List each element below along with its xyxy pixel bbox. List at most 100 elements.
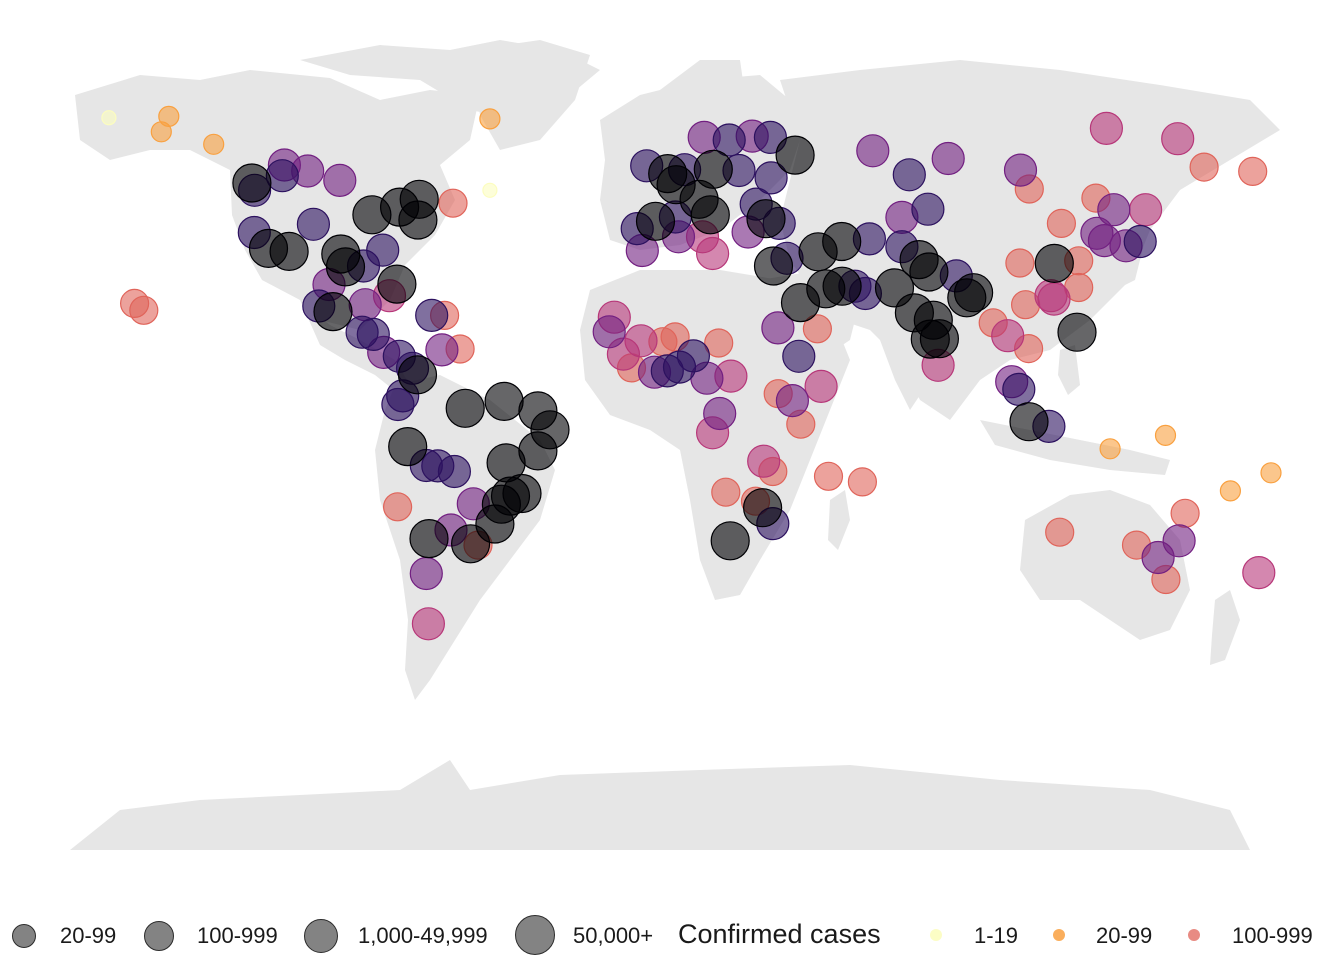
case-point — [1057, 312, 1097, 352]
land-madagascar — [828, 490, 850, 550]
size-swatch-xlarge — [515, 915, 555, 955]
case-point — [313, 292, 353, 332]
case-point — [398, 200, 438, 240]
case-point — [746, 199, 786, 239]
case-point — [409, 556, 443, 591]
case-point — [747, 444, 781, 478]
legend-color-label: 20-99 — [1096, 923, 1153, 948]
case-point — [445, 388, 485, 428]
color-swatch-20-99 — [1053, 929, 1065, 941]
case-point — [953, 273, 994, 313]
color-swatch-1-19 — [930, 929, 942, 941]
case-point — [913, 300, 953, 340]
case-point — [1141, 540, 1175, 575]
points-layer — [101, 105, 1282, 641]
case-point — [1034, 243, 1074, 283]
case-point — [1260, 462, 1282, 484]
case-point — [662, 350, 697, 384]
legend-color-title: Confirmed cases — [678, 919, 881, 949]
case-point — [425, 333, 459, 367]
case-point — [775, 135, 815, 175]
case-point — [438, 188, 468, 218]
case-point — [482, 182, 498, 198]
case-point — [804, 369, 838, 403]
case-point — [437, 454, 471, 489]
color-swatch-100-999 — [1188, 929, 1200, 941]
case-point — [710, 521, 750, 561]
case-point — [411, 607, 445, 641]
case-point — [415, 298, 449, 332]
case-point — [1123, 224, 1157, 259]
map-canvas — [70, 40, 1282, 850]
case-point — [780, 283, 821, 323]
case-point — [1045, 517, 1075, 547]
case-point — [911, 192, 945, 226]
legend-size-label: 100-999 — [197, 923, 278, 948]
case-point — [802, 314, 833, 344]
case-point — [648, 154, 688, 194]
case-point — [1189, 152, 1219, 182]
case-point — [383, 492, 413, 522]
case-point — [101, 110, 117, 126]
case-point — [158, 105, 180, 128]
case-point — [813, 461, 844, 491]
case-point — [1034, 279, 1068, 313]
case-point — [232, 163, 272, 203]
case-point — [323, 163, 357, 197]
case-point — [352, 195, 392, 235]
case-point — [366, 233, 400, 267]
size-swatch-medium — [144, 921, 174, 951]
case-point — [296, 207, 330, 241]
legend-color-label: 100-999 — [1232, 923, 1313, 948]
case-point — [1128, 193, 1163, 227]
case-point — [761, 311, 795, 345]
case-point — [1099, 438, 1121, 460]
case-point — [409, 518, 449, 559]
case-point — [909, 252, 949, 292]
land-philippines — [1058, 345, 1080, 395]
case-point — [1003, 153, 1038, 187]
case-point — [1002, 372, 1036, 406]
legend-size-label: 20-99 — [60, 923, 117, 948]
legend-size-label: 1,000-49,999 — [358, 923, 488, 948]
case-point — [703, 396, 737, 431]
legend: 20-99 100-999 1,000-49,999 50,000+ Confi… — [0, 910, 1344, 960]
case-point — [356, 317, 390, 351]
size-swatch-small — [12, 924, 36, 948]
land-scandinavia — [660, 60, 745, 140]
case-point — [397, 355, 438, 395]
case-point — [892, 158, 926, 192]
case-point — [475, 504, 515, 544]
case-point — [775, 384, 810, 418]
case-point — [592, 315, 626, 349]
case-point — [822, 266, 862, 306]
case-point — [325, 247, 366, 287]
case-point — [479, 108, 501, 130]
case-point — [1089, 111, 1124, 145]
land-antarctica — [70, 760, 1250, 850]
land-new-zealand — [1210, 590, 1240, 665]
size-swatch-large — [304, 919, 338, 953]
case-point — [1154, 424, 1177, 446]
case-point — [484, 381, 524, 421]
case-point — [753, 246, 794, 286]
case-point — [693, 149, 733, 189]
case-point — [388, 427, 428, 467]
case-point — [1009, 402, 1049, 442]
case-point — [847, 467, 878, 497]
case-point — [742, 488, 783, 528]
case-point — [931, 141, 965, 176]
land-greenland — [470, 40, 590, 150]
case-point — [203, 133, 225, 155]
case-point — [711, 477, 741, 507]
case-point — [798, 232, 838, 272]
case-point — [1097, 193, 1131, 227]
case-point — [754, 161, 788, 195]
case-point — [377, 264, 417, 304]
case-point — [1242, 555, 1276, 590]
case-point — [1046, 208, 1077, 238]
case-point — [695, 236, 730, 271]
case-point — [1238, 156, 1268, 186]
case-point — [856, 134, 890, 168]
